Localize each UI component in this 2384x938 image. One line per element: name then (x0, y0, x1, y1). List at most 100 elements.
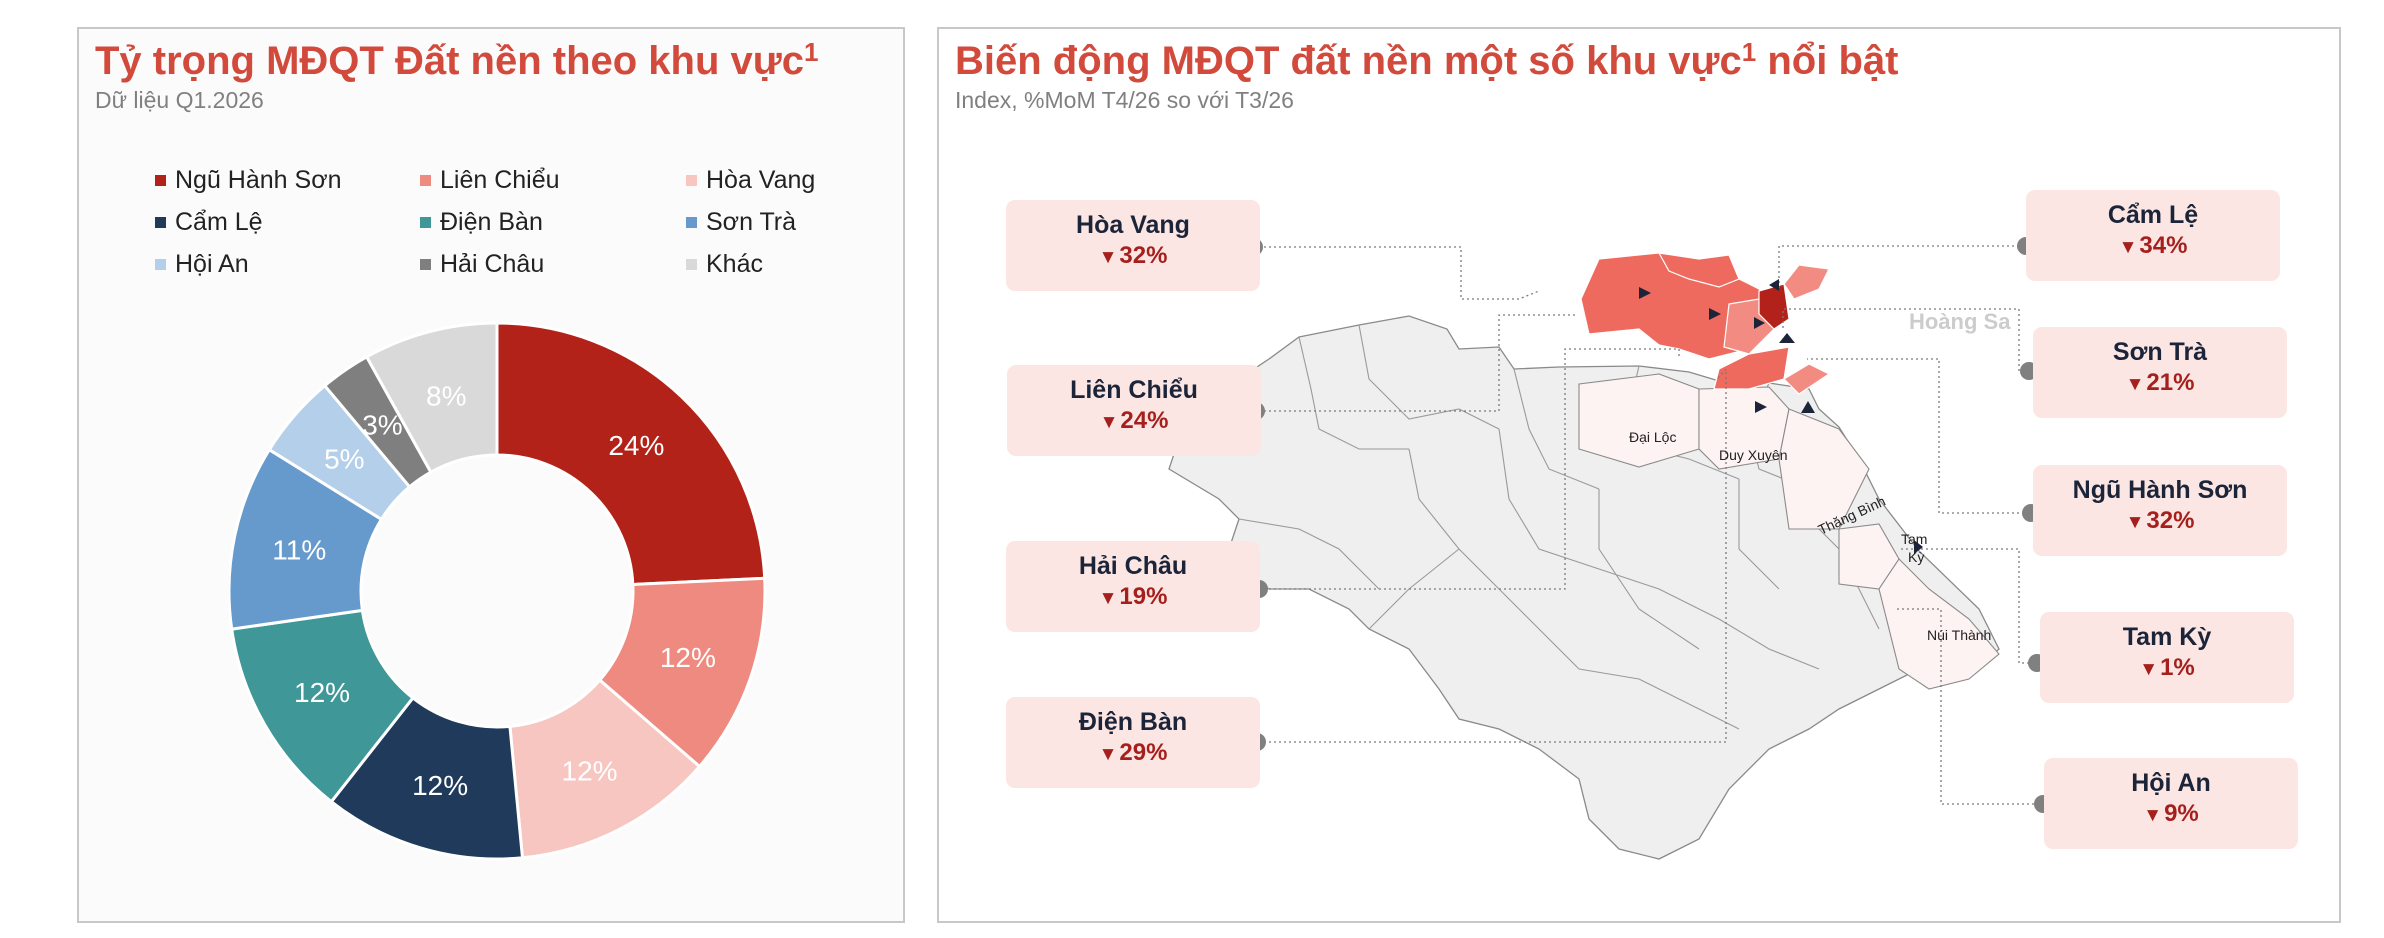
legend-swatch (420, 259, 431, 270)
down-triangle-icon: ▼ (1098, 247, 1118, 268)
region-map: Hoàng Sa Đại Lộc Duy Xuyên Thăng Bình Ta… (1168, 237, 2052, 860)
leader-lines (1259, 245, 2039, 805)
callout-hoi-an: Hội An ▼9% (2044, 758, 2298, 849)
callout-value-text: 32% (1119, 242, 1168, 269)
donut-data-label: 12% (660, 642, 716, 673)
legend-item: Hòa Vang (686, 166, 815, 195)
down-triangle-icon: ▼ (1099, 412, 1119, 433)
footnote-marker: 1 (803, 37, 819, 67)
donut-slice (495, 321, 767, 587)
change-map-title-tail: nổi bật (1756, 39, 1899, 83)
donut-data-label: 12% (562, 756, 618, 787)
callout-value-text: 32% (2146, 507, 2195, 534)
down-triangle-icon: ▼ (2143, 805, 2163, 826)
legend-label: Sơn Trà (706, 208, 797, 236)
callout-name: Ngũ Hành Sơn (2072, 476, 2248, 504)
legend-label: Hải Châu (440, 250, 545, 278)
map-label-duy-xuyen: Duy Xuyên (1719, 447, 1787, 463)
change-map-panel: Biến động MĐQT đất nền một số khu vực1 n… (937, 27, 2341, 923)
share-chart-title: Tỷ trọng MĐQT Đất nền theo khu vực1 (95, 37, 819, 84)
legend-swatch (686, 259, 697, 270)
map-region-lien-chieu (1657, 252, 1740, 288)
legend-item: Ngũ Hành Sơn (155, 166, 342, 195)
callout-value-text: 29% (1119, 739, 1168, 766)
legend-swatch (420, 175, 431, 186)
callout-ngu-hanh-son: Ngũ Hành Sơn ▼32% (2033, 465, 2287, 556)
callout-hoa-vang: Hòa Vang ▼32% (1006, 200, 1260, 291)
callout-value-text: 9% (2164, 800, 2199, 827)
callout-name: Cẩm Lệ (2107, 201, 2199, 229)
down-triangle-icon: ▼ (2118, 237, 2138, 258)
donut-data-label: 11% (272, 535, 326, 566)
footnote-marker: 1 (1741, 37, 1757, 67)
legend-label: Ngũ Hành Sơn (175, 166, 342, 194)
legend-label: Cẩm Lệ (175, 208, 263, 236)
legend-item: Hải Châu (420, 250, 544, 279)
legend-swatch (420, 217, 431, 228)
map-region-son-tra (1783, 264, 1830, 300)
map-label-hoang-sa: Hoàng Sa (1909, 309, 2011, 334)
callout-hai-chau: Hải Châu ▼19% (1006, 541, 1260, 632)
donut-data-label: 12% (294, 677, 350, 708)
callout-value-text: 24% (1120, 407, 1169, 434)
map-label-tam: Tam (1901, 531, 1927, 547)
legend-swatch (155, 259, 166, 270)
callout-name: Sơn Trà (2112, 338, 2208, 366)
callout-value: ▼21% (2033, 368, 2287, 399)
callout-name: Tam Kỳ (2122, 623, 2212, 651)
donut-data-label: 3% (362, 410, 402, 441)
callout-tam-ky: Tam Kỳ ▼1% (2040, 612, 2294, 703)
callout-name: Liên Chiểu (1070, 376, 1198, 404)
map-region-dien-ban (1783, 363, 1831, 395)
down-triangle-icon: ▼ (1098, 588, 1118, 609)
donut-data-label: 12% (412, 770, 468, 801)
donut-chart: 24% 12% 12% 12% 12% 11% 5%3% 8% (229, 321, 767, 861)
callout-name: Hòa Vang (1076, 211, 1190, 239)
callout-name: Hội An (2131, 769, 2211, 797)
callout-name: Hải Châu (1078, 552, 1188, 580)
callout-value-text: 19% (1119, 583, 1168, 610)
callout-value: ▼1% (2040, 653, 2294, 684)
donut-data-label: 24% (608, 430, 664, 461)
callout-value: ▼19% (1006, 582, 1260, 613)
legend-item: Cẩm Lệ (155, 208, 263, 237)
share-chart-subtitle: Dữ liệu Q1.2026 (95, 87, 264, 113)
donut-data-label: 5% (324, 444, 364, 475)
legend-swatch (686, 217, 697, 228)
callout-value-text: 34% (2139, 232, 2188, 259)
map-label-nui-thanh: Núi Thành (1927, 627, 1991, 643)
legend-item: Sơn Trà (686, 208, 796, 237)
down-triangle-icon: ▼ (1098, 744, 1118, 765)
donut-data-label: 8% (426, 380, 466, 411)
change-map-subtitle: Index, %MoM T4/26 so với T3/26 (955, 87, 1294, 113)
callout-value: ▼34% (2026, 231, 2280, 262)
map-region-dai-loc (1578, 373, 1700, 468)
callout-son-tra: Sơn Trà ▼21% (2033, 327, 2287, 418)
down-triangle-icon: ▼ (2125, 374, 2145, 395)
legend-swatch (686, 175, 697, 186)
callout-value-text: 21% (2146, 369, 2195, 396)
donut-slice (364, 321, 499, 475)
map-region-nui-thanh (1878, 558, 2000, 690)
legend-item: Điện Bàn (420, 208, 543, 237)
callout-name: Điện Bàn (1078, 708, 1188, 736)
legend-item: Liên Chiểu (420, 166, 560, 195)
play-triangle-icon (1639, 279, 1923, 554)
map-label-dai-loc: Đại Lộc (1629, 429, 1676, 445)
callout-dien-ban: Điện Bàn ▼29% (1006, 697, 1260, 788)
legend-label: Khác (706, 250, 763, 278)
down-triangle-icon: ▼ (2125, 512, 2145, 533)
legend-label: Liên Chiểu (440, 166, 560, 194)
change-map-title-text: Biến động MĐQT đất nền một số khu vực (955, 39, 1742, 83)
legend-label: Hội An (175, 250, 249, 278)
callout-value: ▼24% (1007, 406, 1261, 437)
callout-lien-chieu: Liên Chiểu ▼24% (1007, 365, 1261, 456)
map-label-ky: Kỳ (1908, 549, 1924, 565)
legend-swatch (155, 175, 166, 186)
legend-item: Khác (686, 250, 763, 279)
share-chart-title-text: Tỷ trọng MĐQT Đất nền theo khu vực (95, 39, 804, 83)
down-triangle-icon: ▼ (2139, 659, 2159, 680)
callout-value: ▼29% (1006, 738, 1260, 769)
legend-item: Hội An (155, 250, 249, 279)
legend-swatch (155, 217, 166, 228)
